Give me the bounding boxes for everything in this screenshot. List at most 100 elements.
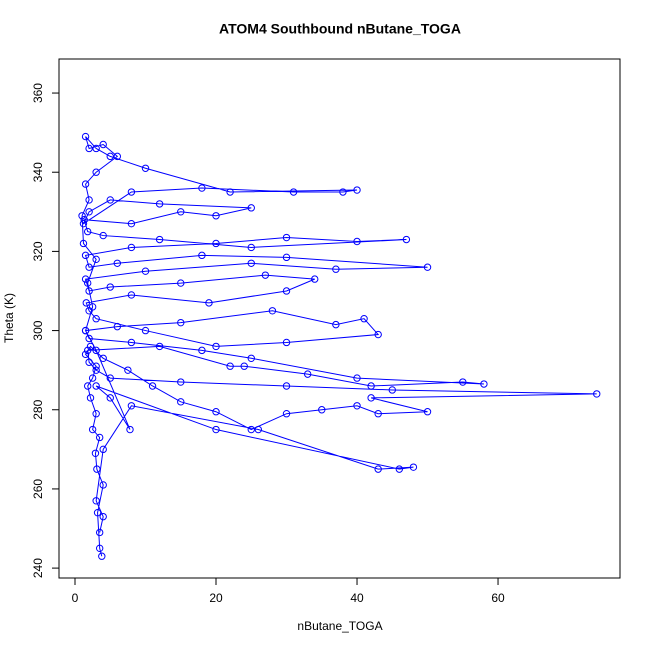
data-point bbox=[85, 334, 93, 343]
data-point bbox=[113, 259, 122, 267]
data-point bbox=[395, 465, 404, 473]
data-point bbox=[98, 552, 106, 560]
data-point bbox=[99, 512, 107, 521]
data-point bbox=[85, 358, 93, 366]
x-tick-label: 0 bbox=[72, 591, 79, 605]
data-point bbox=[339, 188, 347, 196]
data-point bbox=[85, 287, 93, 295]
data-point bbox=[92, 366, 100, 374]
data-point bbox=[99, 231, 107, 240]
data-point bbox=[423, 408, 432, 416]
data-point bbox=[99, 445, 107, 454]
data-point bbox=[127, 219, 136, 228]
data-point bbox=[212, 342, 220, 351]
data-point bbox=[92, 144, 100, 153]
data-point bbox=[282, 382, 291, 390]
data-point bbox=[177, 318, 185, 327]
data-point bbox=[85, 263, 93, 271]
data-point bbox=[155, 235, 164, 244]
data-point bbox=[155, 200, 164, 208]
data-point bbox=[332, 265, 340, 273]
data-point bbox=[240, 362, 248, 370]
data-point bbox=[126, 425, 134, 434]
data-point bbox=[81, 350, 90, 359]
data-point bbox=[106, 283, 114, 291]
data-point bbox=[99, 481, 107, 489]
data-point bbox=[247, 204, 255, 212]
data-point bbox=[459, 378, 467, 386]
y-tick-label: 320 bbox=[31, 241, 45, 261]
data-point bbox=[92, 362, 100, 370]
y-tick-label: 240 bbox=[31, 558, 45, 578]
data-point bbox=[81, 251, 90, 260]
data-point bbox=[106, 196, 114, 204]
data-point bbox=[282, 233, 291, 242]
data-point bbox=[92, 168, 100, 176]
data-point bbox=[106, 394, 114, 402]
y-tick-label: 360 bbox=[31, 83, 45, 103]
data-point bbox=[353, 186, 361, 194]
data-point bbox=[93, 508, 102, 517]
data-point bbox=[198, 251, 206, 260]
data-point bbox=[212, 239, 220, 248]
x-tick-label: 20 bbox=[209, 591, 223, 605]
data-point bbox=[124, 366, 132, 374]
data-point bbox=[402, 235, 411, 244]
data-point bbox=[282, 338, 291, 347]
data-point bbox=[95, 528, 104, 537]
data-point bbox=[367, 394, 375, 402]
data-point bbox=[81, 326, 90, 335]
data-point bbox=[92, 314, 100, 323]
data-point bbox=[360, 314, 368, 323]
data-point bbox=[148, 382, 157, 390]
data-point bbox=[212, 425, 220, 434]
data-point bbox=[86, 394, 95, 402]
data-point bbox=[92, 255, 100, 264]
data-point bbox=[106, 152, 114, 161]
data-point bbox=[282, 253, 291, 262]
x-axis-label: nButane_TOGA bbox=[297, 619, 382, 633]
y-tick-label: 260 bbox=[31, 479, 45, 499]
data-point bbox=[79, 219, 88, 228]
data-point bbox=[374, 465, 382, 473]
data-point bbox=[226, 188, 234, 196]
data-point bbox=[91, 449, 100, 457]
data-point bbox=[83, 382, 92, 390]
data-point bbox=[141, 164, 150, 172]
y-tick-label: 280 bbox=[31, 399, 45, 419]
data-point bbox=[81, 275, 90, 283]
data-point bbox=[83, 279, 92, 287]
data-point bbox=[282, 410, 291, 418]
data-point bbox=[198, 184, 206, 192]
data-point bbox=[92, 410, 100, 418]
data-point bbox=[99, 354, 107, 362]
data-point bbox=[247, 354, 255, 362]
data-point bbox=[367, 382, 375, 390]
data-point bbox=[85, 144, 93, 153]
data-point bbox=[388, 386, 396, 394]
data-point bbox=[81, 132, 90, 141]
data-point bbox=[593, 390, 601, 398]
data-point bbox=[127, 402, 136, 410]
data-point bbox=[88, 425, 97, 434]
data-point bbox=[127, 338, 136, 347]
data-point bbox=[83, 346, 92, 355]
data-point bbox=[82, 299, 90, 307]
data-point bbox=[261, 271, 270, 279]
y-tick-label: 300 bbox=[31, 320, 45, 340]
data-point bbox=[177, 279, 185, 287]
data-point bbox=[177, 208, 185, 216]
data-point bbox=[268, 307, 277, 315]
y-axis-label: Theta (K) bbox=[2, 293, 16, 343]
data-point bbox=[93, 465, 101, 473]
data-point bbox=[374, 330, 382, 339]
data-point bbox=[289, 188, 298, 196]
data-point bbox=[155, 342, 164, 351]
data-point bbox=[92, 382, 100, 390]
data-point bbox=[85, 208, 93, 216]
data-point bbox=[80, 216, 88, 224]
data-point bbox=[113, 322, 122, 331]
plot-box bbox=[58, 58, 621, 579]
data-point bbox=[83, 227, 92, 236]
